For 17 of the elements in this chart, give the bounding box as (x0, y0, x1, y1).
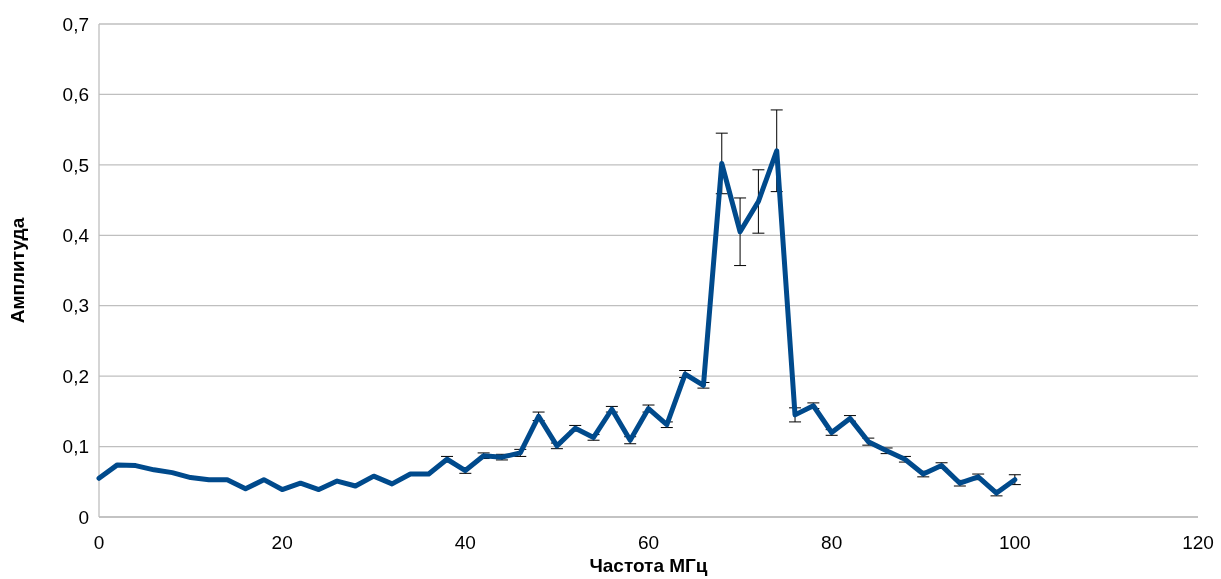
x-tick-label: 80 (821, 532, 843, 553)
y-tick-label: 0,2 (62, 365, 89, 387)
x-tick-label: 60 (637, 532, 660, 553)
y-tick-label: 0,7 (62, 13, 89, 35)
y-tick-label: 0,5 (62, 154, 89, 176)
y-tick-label: 0,4 (62, 224, 90, 246)
y-tick-label: 0,3 (62, 295, 89, 317)
x-tick-label: 0 (93, 532, 105, 553)
y-tick-label: 0,1 (62, 436, 89, 458)
x-axis-title: Частота МГц (589, 555, 708, 576)
x-tick-label: 100 (998, 532, 1031, 553)
y-axis-title: Амплитуда (7, 217, 28, 324)
y-tick-label: 0,6 (62, 84, 89, 106)
y-tick-label: 0 (78, 506, 89, 528)
x-tick-label: 40 (454, 532, 476, 553)
x-tick-label: 120 (1182, 532, 1214, 553)
x-tick-label: 20 (271, 532, 293, 553)
